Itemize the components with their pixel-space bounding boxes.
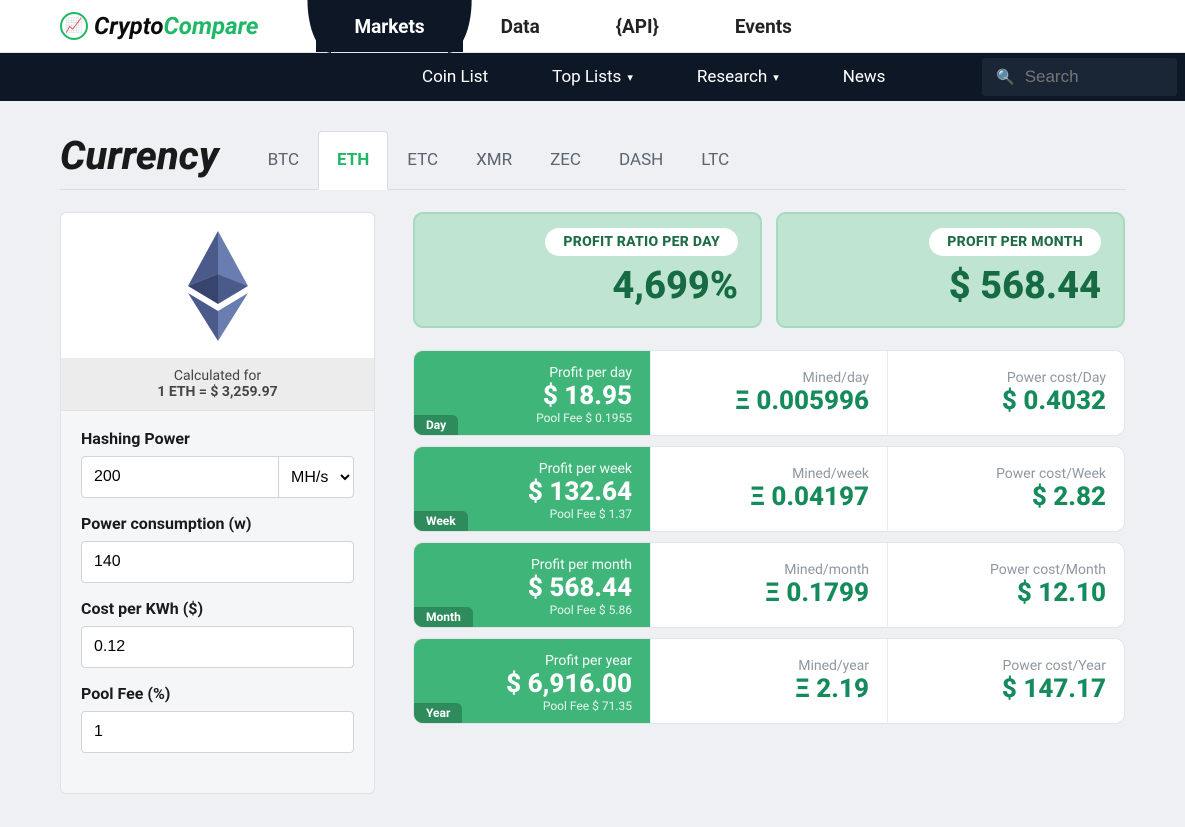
- brand-text-1: Crypto: [94, 12, 163, 40]
- search-box[interactable]: 🔍: [982, 58, 1177, 96]
- profit-label: Profit per year: [424, 653, 632, 669]
- cost-label: Cost per KWh ($): [81, 599, 354, 618]
- hashing-unit-select[interactable]: MH/s: [279, 456, 354, 498]
- profit-label: Profit per day: [424, 365, 632, 381]
- hashing-label: Hashing Power: [81, 429, 354, 448]
- powercost-value: $ 0.4032: [898, 386, 1106, 416]
- period-tag: Month: [414, 607, 473, 627]
- nav-api[interactable]: {API}: [578, 0, 697, 52]
- mined-value: Ξ 0.04197: [661, 482, 869, 512]
- profit-label: Profit per month: [424, 557, 632, 573]
- mined-value: Ξ 0.1799: [661, 578, 869, 608]
- profit-value: $ 132.64: [424, 477, 632, 507]
- period-tag: Year: [414, 703, 462, 723]
- period-tag: Week: [414, 511, 468, 531]
- powercost-label: Power cost/Day: [898, 370, 1106, 386]
- tab-etc[interactable]: ETC: [388, 131, 457, 189]
- profit-ratio-card: PROFIT RATIO PER DAY 4,699%: [413, 212, 762, 328]
- profit-month-value: $ 568.44: [800, 264, 1101, 308]
- profit-value: $ 568.44: [424, 573, 632, 603]
- result-row-week: Week Profit per week $ 132.64 Pool Fee $…: [413, 446, 1125, 532]
- top-bar: 📈 CryptoCompare Markets Data {API} Event…: [0, 0, 1185, 53]
- powercost-value: $ 12.10: [898, 578, 1106, 608]
- powercost-value: $ 147.17: [898, 674, 1106, 704]
- nav-events[interactable]: Events: [697, 0, 830, 52]
- results: PROFIT RATIO PER DAY 4,699% PROFIT PER M…: [413, 212, 1125, 794]
- profit-ratio-label: PROFIT RATIO PER DAY: [545, 228, 738, 256]
- profit-ratio-value: 4,699%: [437, 264, 738, 308]
- nav-markets[interactable]: Markets: [316, 0, 462, 52]
- poolfee-label: Pool Fee (%): [81, 684, 354, 703]
- mined-label: Mined/week: [661, 466, 869, 482]
- subnav-research[interactable]: Research▾: [665, 67, 811, 87]
- profit-value: $ 6,916.00: [424, 669, 632, 699]
- result-row-day: Day Profit per day $ 18.95 Pool Fee $ 0.…: [413, 350, 1125, 436]
- calculated-for: Calculated for 1 ETH = $ 3,259.97: [61, 358, 374, 411]
- top-nav: Markets Data {API} Events: [316, 0, 829, 52]
- mined-value: Ξ 0.005996: [661, 386, 869, 416]
- mined-label: Mined/year: [661, 658, 869, 674]
- profit-month-label: PROFIT PER MONTH: [929, 228, 1101, 256]
- powercost-label: Power cost/Month: [898, 562, 1106, 578]
- coin-logo-box: [61, 213, 374, 358]
- period-tag: Day: [414, 415, 458, 435]
- sub-nav-bar: Coin List Top Lists▾ Research▾ News 🔍: [0, 53, 1185, 101]
- mined-label: Mined/month: [661, 562, 869, 578]
- tab-ltc[interactable]: LTC: [682, 131, 748, 189]
- subnav-news[interactable]: News: [811, 67, 918, 87]
- page-content: Currency BTC ETH ETC XMR ZEC DASH LTC: [0, 101, 1185, 824]
- powercost-label: Power cost/Week: [898, 466, 1106, 482]
- subnav-coinlist[interactable]: Coin List: [390, 67, 520, 87]
- search-icon: 🔍: [996, 68, 1015, 86]
- profit-month-card: PROFIT PER MONTH $ 568.44: [776, 212, 1125, 328]
- result-row-month: Month Profit per month $ 568.44 Pool Fee…: [413, 542, 1125, 628]
- calculator-form: Hashing Power MH/s Power consumption (w)…: [61, 411, 374, 793]
- mined-value: Ξ 2.19: [661, 674, 869, 704]
- tab-zec[interactable]: ZEC: [531, 131, 600, 189]
- result-row-year: Year Profit per year $ 6,916.00 Pool Fee…: [413, 638, 1125, 724]
- tab-xmr[interactable]: XMR: [457, 131, 531, 189]
- brand-icon: 📈: [60, 12, 88, 40]
- chevron-down-icon: ▾: [627, 71, 633, 84]
- power-label: Power consumption (w): [81, 514, 354, 533]
- search-input[interactable]: [1025, 67, 1163, 87]
- profit-value: $ 18.95: [424, 381, 632, 411]
- currency-header: Currency BTC ETH ETC XMR ZEC DASH LTC: [60, 131, 1125, 190]
- cost-input[interactable]: [81, 626, 354, 668]
- mined-label: Mined/day: [661, 370, 869, 386]
- exchange-rate: 1 ETH = $ 3,259.97: [61, 384, 374, 400]
- tab-dash[interactable]: DASH: [600, 131, 682, 189]
- poolfee-input[interactable]: [81, 711, 354, 753]
- subnav-toplists[interactable]: Top Lists▾: [520, 67, 665, 87]
- powercost-label: Power cost/Year: [898, 658, 1106, 674]
- calc-for-label: Calculated for: [61, 368, 374, 384]
- ethereum-icon: [178, 226, 258, 346]
- hashing-input[interactable]: [81, 456, 279, 498]
- nav-data[interactable]: Data: [463, 0, 578, 52]
- tab-btc[interactable]: BTC: [249, 131, 318, 189]
- calculator-panel: Calculated for 1 ETH = $ 3,259.97 Hashin…: [60, 212, 375, 794]
- tab-eth[interactable]: ETH: [318, 131, 388, 190]
- page-title: Currency: [60, 132, 219, 189]
- brand-text-2: Compare: [163, 12, 258, 40]
- brand-logo[interactable]: 📈 CryptoCompare: [0, 0, 276, 52]
- profit-label: Profit per week: [424, 461, 632, 477]
- powercost-value: $ 2.82: [898, 482, 1106, 512]
- power-input[interactable]: [81, 541, 354, 583]
- coin-tabs: BTC ETH ETC XMR ZEC DASH LTC: [249, 131, 748, 189]
- chevron-down-icon: ▾: [773, 71, 779, 84]
